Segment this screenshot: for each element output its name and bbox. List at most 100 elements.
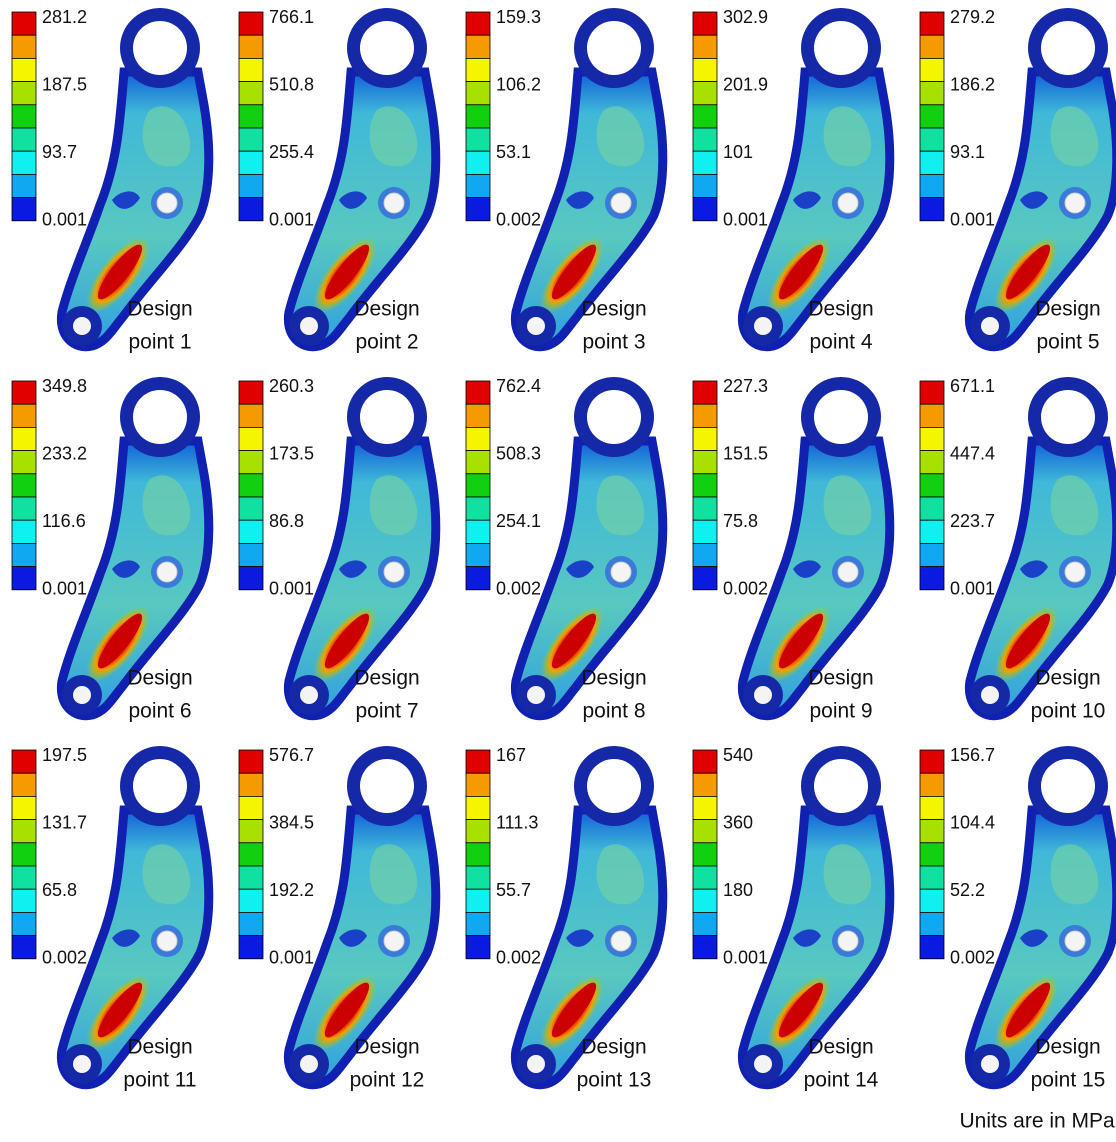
legend-band <box>919 58 945 83</box>
legend-band <box>11 34 37 59</box>
stress-contour <box>742 8 889 347</box>
legend-band <box>465 842 491 867</box>
legend-label: 0.002 <box>496 948 541 968</box>
legend-band <box>465 819 491 844</box>
panel-label: point 9 <box>809 700 872 723</box>
legend-band <box>238 842 264 867</box>
legend-band <box>919 519 945 544</box>
legend-band <box>11 58 37 83</box>
legend-label: 254.1 <box>496 511 541 531</box>
legend-label: 111.3 <box>496 812 538 832</box>
legend-label: 576.7 <box>269 745 314 765</box>
legend-band <box>238 403 264 428</box>
stress-contour <box>515 8 662 347</box>
legend-label: 106.2 <box>496 74 541 94</box>
legend-band <box>465 865 491 890</box>
legend-band <box>465 796 491 821</box>
legend-band <box>11 427 37 452</box>
legend-label: 0.002 <box>723 579 768 599</box>
panel-label: point 15 <box>1031 1069 1106 1092</box>
legend-band <box>692 450 718 475</box>
legend-band <box>692 81 718 106</box>
legend-band <box>919 888 945 913</box>
panel-label: Design <box>808 298 873 321</box>
legend-band <box>692 519 718 544</box>
legend-band <box>238 81 264 106</box>
legend-band <box>238 197 264 222</box>
legend-label: 0.002 <box>950 948 995 968</box>
legend-label: 53.1 <box>496 142 531 162</box>
legend-band <box>11 749 37 774</box>
legend-label: 0.001 <box>269 210 314 230</box>
legend-band <box>465 496 491 521</box>
legend-label: 173.5 <box>269 443 314 463</box>
panel-label: Design <box>127 667 192 690</box>
legend-band <box>692 772 718 797</box>
legend-band <box>11 935 37 960</box>
legend-band <box>919 197 945 222</box>
legend-band <box>238 58 264 83</box>
legend-band <box>919 473 945 498</box>
legend-label: 93.1 <box>950 142 985 162</box>
legend-band <box>238 772 264 797</box>
legend-label: 384.5 <box>269 812 314 832</box>
legend-band <box>692 58 718 83</box>
panel-label: point 2 <box>355 331 418 354</box>
legend-band <box>919 842 945 867</box>
legend-band <box>692 403 718 428</box>
panel-label: point 12 <box>350 1069 425 1092</box>
legend-band <box>11 403 37 428</box>
legend-band <box>692 542 718 567</box>
legend-label: 55.7 <box>496 880 531 900</box>
stress-contour <box>61 377 208 716</box>
legend-band <box>238 911 264 936</box>
panel: 260.3 173.5 86.8 0.001 Design point 7 <box>238 376 436 723</box>
legend-band <box>919 542 945 567</box>
panel-label: Design <box>127 1036 192 1059</box>
legend-band <box>692 749 718 774</box>
panel-label: Design <box>581 1036 646 1059</box>
panel: 302.9 201.9 101 0.001 Design point 4 <box>692 7 890 354</box>
legend-label: 104.4 <box>950 812 995 832</box>
legend-band <box>465 450 491 475</box>
legend-band <box>919 427 945 452</box>
legend-band <box>238 496 264 521</box>
legend-band <box>11 911 37 936</box>
panel-label: point 8 <box>582 700 645 723</box>
legend-band <box>919 935 945 960</box>
legend-band <box>238 542 264 567</box>
legend-band <box>919 865 945 890</box>
panel-label: Design <box>808 1036 873 1059</box>
legend-band <box>919 796 945 821</box>
legend-band <box>11 450 37 475</box>
legend-band <box>919 819 945 844</box>
legend-band <box>692 865 718 890</box>
legend-band <box>465 34 491 59</box>
legend-band <box>692 427 718 452</box>
stress-contour <box>288 8 435 347</box>
stress-contour <box>61 8 208 347</box>
legend-band <box>11 772 37 797</box>
panel-label: Design <box>808 667 873 690</box>
legend-band <box>919 127 945 152</box>
legend-label: 349.8 <box>42 376 87 396</box>
panel: 540 360 180 0.001 Design point 14 <box>692 745 890 1092</box>
stress-contour <box>515 377 662 716</box>
legend-label: 52.2 <box>950 880 985 900</box>
legend-label: 0.001 <box>950 210 995 230</box>
legend-band <box>465 127 491 152</box>
legend-band <box>919 403 945 428</box>
legend-band <box>238 865 264 890</box>
legend-band <box>11 150 37 175</box>
legend-label: 0.001 <box>269 948 314 968</box>
legend-label: 159.3 <box>496 7 541 27</box>
legend-label: 197.5 <box>42 745 87 765</box>
legend-label: 86.8 <box>269 511 304 531</box>
legend-label: 0.001 <box>42 210 87 230</box>
legend-band <box>238 796 264 821</box>
panel: 156.7 104.4 52.2 0.002 Design point 15 <box>919 745 1116 1092</box>
legend-band <box>465 427 491 452</box>
legend-band <box>238 104 264 129</box>
legend-band <box>692 127 718 152</box>
legend-band <box>692 197 718 222</box>
